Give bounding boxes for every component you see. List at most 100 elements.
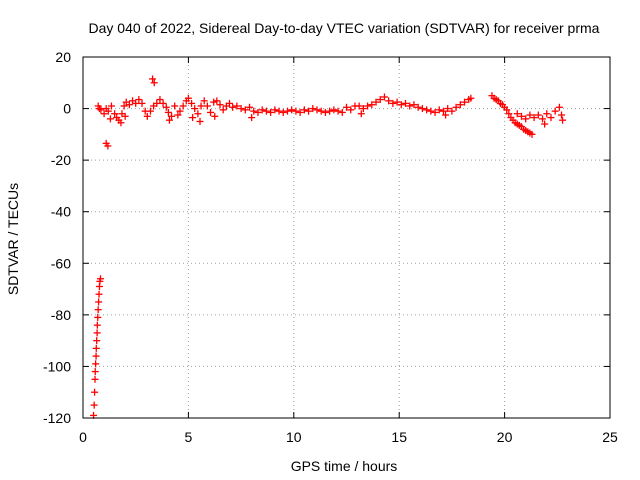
x-tick-label: 25 xyxy=(602,429,618,445)
data-point xyxy=(219,106,227,114)
data-point xyxy=(159,99,167,107)
x-tick-label: 20 xyxy=(497,429,513,445)
data-point xyxy=(364,102,372,110)
data-point xyxy=(171,102,179,110)
data-point xyxy=(188,99,196,107)
data-point xyxy=(164,108,172,116)
data-point xyxy=(283,107,291,115)
y-tick-label: -80 xyxy=(51,307,71,323)
data-point xyxy=(94,313,102,321)
data-point xyxy=(551,107,559,115)
data-point xyxy=(393,98,401,106)
data-point xyxy=(442,111,450,119)
x-tick-label: 5 xyxy=(185,429,193,445)
data-point xyxy=(309,105,317,113)
data-point xyxy=(104,107,112,115)
data-point xyxy=(558,111,566,119)
data-point xyxy=(418,105,426,113)
data-point xyxy=(439,107,447,115)
plot-frame xyxy=(82,56,611,419)
data-point xyxy=(203,102,211,110)
data-point xyxy=(406,102,414,110)
data-point xyxy=(153,99,161,107)
data-point xyxy=(254,108,262,116)
data-point xyxy=(100,110,108,118)
data-point xyxy=(321,108,329,116)
data-point xyxy=(380,93,388,101)
data-point xyxy=(138,99,146,107)
data-point xyxy=(528,130,536,138)
data-point xyxy=(347,106,355,114)
data-point xyxy=(111,110,119,118)
data-point xyxy=(189,114,197,122)
data-point xyxy=(191,105,199,113)
data-point xyxy=(229,103,237,111)
data-point xyxy=(292,107,300,115)
data-point xyxy=(250,107,258,115)
data-point xyxy=(93,321,101,329)
data-point xyxy=(168,112,176,120)
data-point xyxy=(121,112,129,120)
data-point xyxy=(326,107,334,115)
data-point xyxy=(93,329,101,337)
x-tick-label: 15 xyxy=(391,429,407,445)
data-point xyxy=(93,337,101,345)
data-point xyxy=(162,103,170,111)
data-point xyxy=(117,119,125,127)
data-point xyxy=(414,103,422,111)
data-point xyxy=(456,101,464,109)
data-point xyxy=(165,116,173,124)
data-point xyxy=(91,368,99,376)
data-point xyxy=(90,401,98,409)
data-point xyxy=(444,105,452,113)
x-axis-label: GPS time / hours xyxy=(291,458,398,474)
data-point xyxy=(156,96,164,104)
data-point xyxy=(431,108,439,116)
y-tick-label: -60 xyxy=(51,255,71,271)
data-point xyxy=(279,108,287,116)
y-tick-label: -100 xyxy=(43,358,71,374)
data-point xyxy=(194,110,202,118)
data-point xyxy=(91,375,99,383)
data-point xyxy=(355,102,363,110)
x-tick-label: 0 xyxy=(79,429,87,445)
data-point xyxy=(547,114,555,122)
data-point xyxy=(505,110,513,118)
data-point xyxy=(207,108,215,116)
data-point xyxy=(262,107,270,115)
data-point xyxy=(435,106,443,114)
data-point xyxy=(246,103,254,111)
data-point xyxy=(200,97,208,105)
y-tick-label: -20 xyxy=(51,152,71,168)
data-point xyxy=(92,352,100,360)
data-point xyxy=(423,106,431,114)
data-point xyxy=(125,101,133,109)
data-point xyxy=(359,105,367,113)
data-point xyxy=(96,275,104,283)
data-point xyxy=(385,97,393,105)
data-point xyxy=(539,115,547,123)
data-point xyxy=(338,108,346,116)
y-tick-label: 20 xyxy=(55,49,71,65)
data-point xyxy=(258,106,266,114)
data-points xyxy=(90,75,567,419)
data-point xyxy=(91,388,99,396)
data-point xyxy=(233,102,241,110)
data-point xyxy=(216,101,224,109)
data-point xyxy=(530,114,538,122)
data-point xyxy=(92,344,100,352)
y-tick-label: 0 xyxy=(63,101,71,117)
y-axis-label: SDTVAR / TECUs xyxy=(5,183,21,295)
data-point xyxy=(300,106,308,114)
data-point xyxy=(541,120,549,128)
data-point xyxy=(368,101,376,109)
data-point xyxy=(410,101,418,109)
data-point xyxy=(107,102,115,110)
data-point xyxy=(343,103,350,111)
data-point xyxy=(522,115,530,123)
data-point xyxy=(397,101,405,109)
data-point xyxy=(174,111,182,119)
data-point xyxy=(184,94,192,102)
data-point xyxy=(241,106,249,114)
